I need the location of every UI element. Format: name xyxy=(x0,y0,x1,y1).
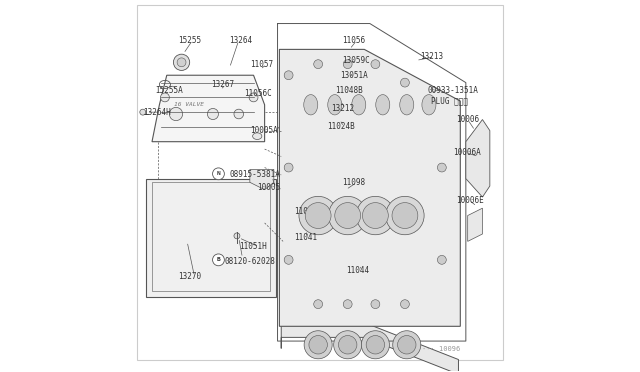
Circle shape xyxy=(371,60,380,68)
Circle shape xyxy=(343,60,352,68)
Circle shape xyxy=(140,109,146,115)
Text: 15255: 15255 xyxy=(178,36,201,45)
Ellipse shape xyxy=(376,94,390,115)
Ellipse shape xyxy=(400,94,414,115)
Circle shape xyxy=(437,163,446,172)
Circle shape xyxy=(314,300,323,309)
Circle shape xyxy=(234,109,244,119)
Text: 13213: 13213 xyxy=(420,52,443,61)
Circle shape xyxy=(328,196,367,235)
Circle shape xyxy=(212,254,225,266)
Polygon shape xyxy=(250,169,274,190)
Circle shape xyxy=(314,60,323,68)
Text: 13267: 13267 xyxy=(211,80,234,89)
Circle shape xyxy=(371,300,380,309)
Circle shape xyxy=(393,331,420,359)
Circle shape xyxy=(343,300,352,309)
Circle shape xyxy=(392,203,418,228)
Circle shape xyxy=(366,336,385,354)
Circle shape xyxy=(335,203,360,228)
Text: 11057: 11057 xyxy=(250,60,273,69)
Text: 11098: 11098 xyxy=(342,178,365,187)
Circle shape xyxy=(161,93,170,102)
Ellipse shape xyxy=(352,94,366,115)
Text: B: B xyxy=(216,257,220,262)
Text: 10006E: 10006E xyxy=(456,196,484,205)
Circle shape xyxy=(177,58,186,67)
Ellipse shape xyxy=(328,94,342,115)
Text: 13264H: 13264H xyxy=(143,108,170,117)
Text: PLUG プラグ: PLUG プラグ xyxy=(431,97,468,106)
Circle shape xyxy=(173,54,189,70)
Text: 13212: 13212 xyxy=(331,104,354,113)
Text: 11041: 11041 xyxy=(294,233,317,242)
Circle shape xyxy=(234,233,240,239)
Circle shape xyxy=(401,78,410,87)
Circle shape xyxy=(339,336,357,354)
Text: 11048B: 11048B xyxy=(335,86,362,94)
Circle shape xyxy=(170,108,182,121)
Circle shape xyxy=(397,336,416,354)
Text: 11051H: 11051H xyxy=(239,243,266,251)
Circle shape xyxy=(386,196,424,235)
FancyBboxPatch shape xyxy=(137,5,503,359)
Text: 10006: 10006 xyxy=(456,115,480,124)
Text: ··· 10096: ··· 10096 xyxy=(422,346,460,352)
Text: 11024B: 11024B xyxy=(328,122,355,131)
Text: 13270: 13270 xyxy=(178,272,201,281)
Polygon shape xyxy=(152,75,264,142)
Circle shape xyxy=(207,109,218,119)
Circle shape xyxy=(362,331,389,359)
Text: 11099: 11099 xyxy=(294,207,317,217)
Circle shape xyxy=(401,300,410,309)
Ellipse shape xyxy=(253,133,262,140)
Circle shape xyxy=(299,196,337,235)
Polygon shape xyxy=(281,323,458,372)
Circle shape xyxy=(305,203,331,228)
Text: 00933-1351A: 00933-1351A xyxy=(427,86,478,94)
Ellipse shape xyxy=(422,94,436,115)
Text: 13051A: 13051A xyxy=(340,71,368,80)
Text: 13059C: 13059C xyxy=(342,56,370,65)
Text: 10005A: 10005A xyxy=(250,126,278,135)
Text: 11056C: 11056C xyxy=(244,89,272,98)
Circle shape xyxy=(309,336,328,354)
Text: 10005: 10005 xyxy=(257,183,280,192)
Polygon shape xyxy=(280,49,460,326)
Text: 10006A: 10006A xyxy=(453,148,481,157)
Circle shape xyxy=(249,93,258,102)
Text: 08915-5381A: 08915-5381A xyxy=(230,170,280,179)
Circle shape xyxy=(284,71,293,80)
Circle shape xyxy=(356,196,395,235)
Circle shape xyxy=(284,256,293,264)
Text: 13264: 13264 xyxy=(230,36,253,45)
Ellipse shape xyxy=(304,94,318,115)
Circle shape xyxy=(212,168,225,180)
Circle shape xyxy=(333,331,362,359)
Polygon shape xyxy=(468,208,483,241)
Text: 16 VALVE: 16 VALVE xyxy=(174,102,204,107)
Circle shape xyxy=(437,256,446,264)
Circle shape xyxy=(284,163,293,172)
Polygon shape xyxy=(147,179,276,297)
Text: 11044: 11044 xyxy=(346,266,369,275)
Circle shape xyxy=(304,331,332,359)
Text: 11056: 11056 xyxy=(342,36,365,45)
Circle shape xyxy=(362,203,388,228)
Text: N: N xyxy=(216,171,220,176)
Polygon shape xyxy=(466,119,490,197)
Text: I5255A: I5255A xyxy=(156,86,184,94)
Text: 08120-62028: 08120-62028 xyxy=(224,257,275,266)
